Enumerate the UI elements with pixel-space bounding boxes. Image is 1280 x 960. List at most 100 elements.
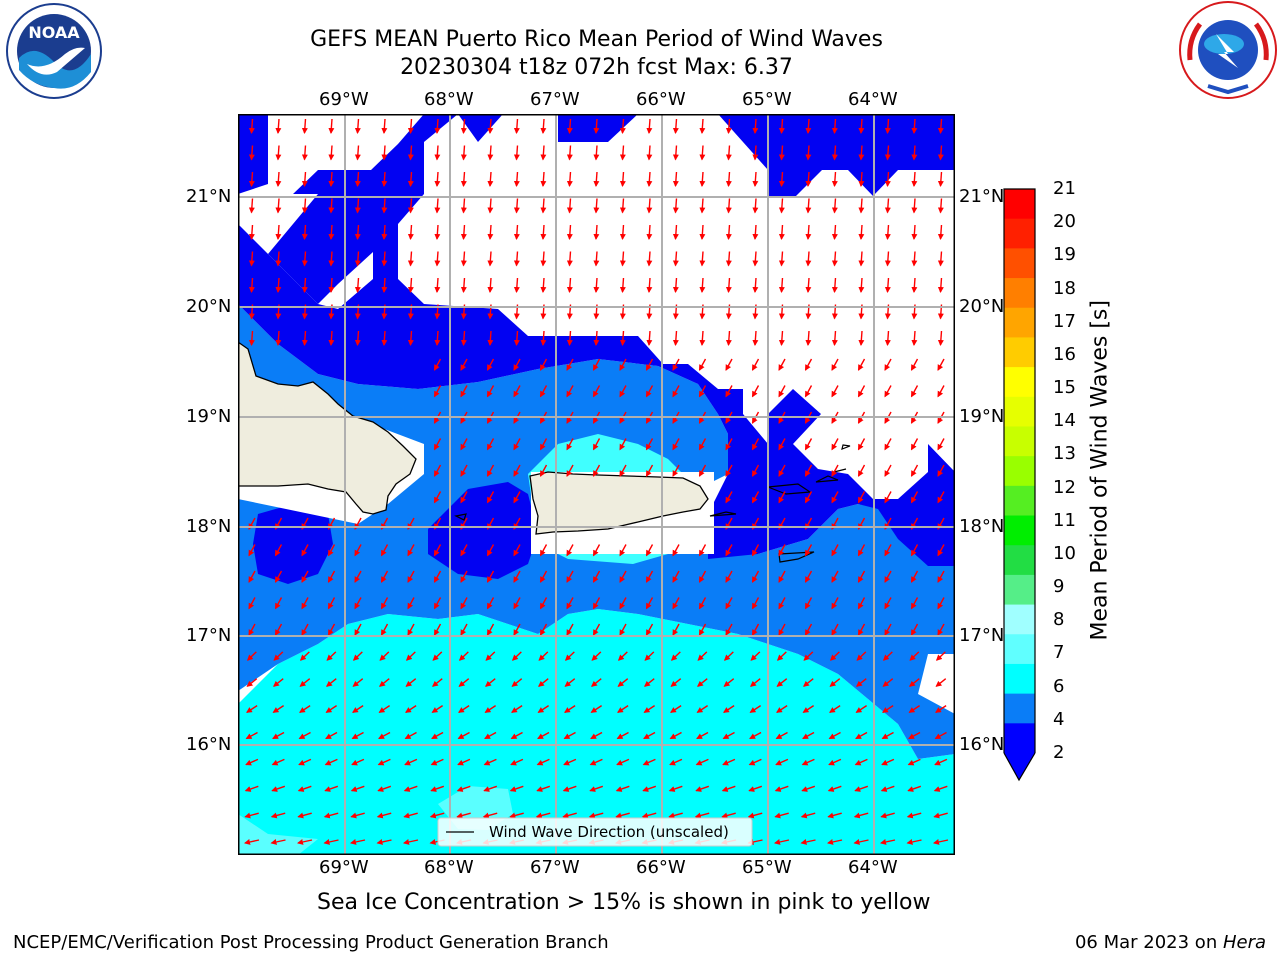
wind-arrow bbox=[933, 812, 948, 819]
wind-arrow bbox=[592, 623, 601, 636]
wind-arrow bbox=[301, 171, 308, 187]
lon-label-bottom-67: 67°W bbox=[530, 857, 580, 878]
wind-arrow bbox=[325, 705, 338, 713]
wind-arrow bbox=[431, 705, 444, 713]
wind-arrow bbox=[433, 570, 442, 583]
wind-arrow bbox=[486, 491, 495, 504]
wind-arrow bbox=[566, 118, 573, 134]
wind-arrow bbox=[748, 785, 763, 792]
wind-arrow bbox=[882, 678, 894, 687]
wind-arrow bbox=[246, 651, 257, 661]
wind-arrow bbox=[937, 277, 944, 293]
wind-arrow bbox=[301, 597, 309, 610]
wind-arrow bbox=[725, 385, 733, 398]
wind-arrow bbox=[301, 251, 308, 267]
colorbar-tick-label: 15 bbox=[1053, 377, 1076, 399]
wind-arrow bbox=[778, 277, 785, 293]
wind-arrow bbox=[590, 678, 602, 687]
wind-arrow bbox=[433, 438, 442, 451]
wind-arrow bbox=[646, 330, 653, 346]
wind-arrow bbox=[298, 731, 311, 740]
wind-arrow bbox=[750, 651, 761, 661]
wind-arrow bbox=[483, 785, 498, 792]
wind-arrow bbox=[487, 171, 494, 187]
wind-arrow bbox=[774, 812, 789, 819]
wind-arrow bbox=[378, 705, 391, 713]
wind-arrow bbox=[377, 758, 391, 766]
noaa-logo-text: NOAA bbox=[28, 23, 80, 42]
wind-arrow bbox=[431, 678, 443, 687]
lon-label-bottom-65: 65°W bbox=[742, 857, 792, 878]
wind-arrow bbox=[619, 464, 627, 477]
wind-arrow bbox=[487, 145, 494, 161]
wind-arrow bbox=[778, 118, 785, 134]
noaa-logo: NOAA bbox=[6, 3, 102, 99]
wind-arrow bbox=[884, 544, 892, 557]
wind-arrow bbox=[485, 651, 496, 661]
colorbar-tick-label: 13 bbox=[1053, 443, 1076, 465]
wind-arrow bbox=[513, 198, 520, 214]
colorbar-cell bbox=[1004, 218, 1035, 249]
wind-arrow bbox=[566, 330, 573, 346]
wind-arrow bbox=[619, 544, 627, 557]
wind-arrow bbox=[323, 839, 339, 845]
wind-arrow bbox=[381, 330, 388, 346]
colorbar-cell bbox=[1004, 307, 1035, 338]
period-under-2-blue-area-main bbox=[238, 224, 955, 566]
wind-arrow bbox=[460, 358, 468, 371]
wind-arrow bbox=[407, 251, 414, 267]
wind-arrow bbox=[884, 198, 891, 214]
wind-arrow bbox=[592, 544, 601, 557]
wind-arrow bbox=[937, 385, 945, 398]
colorbar-cell bbox=[1004, 426, 1035, 457]
wind-arrow bbox=[484, 705, 497, 713]
wind-arrow bbox=[407, 145, 414, 161]
wind-arrow bbox=[482, 812, 498, 819]
wind-arrow bbox=[831, 358, 839, 371]
wind-arrow bbox=[592, 464, 601, 477]
wind-arrow bbox=[672, 330, 679, 346]
wind-arrow bbox=[540, 118, 547, 134]
wind-arrow bbox=[698, 544, 707, 557]
wind-arrow bbox=[646, 277, 653, 293]
wind-arrow bbox=[695, 785, 710, 792]
colorbar-cell bbox=[1004, 634, 1035, 665]
wind-arrow bbox=[354, 597, 362, 610]
wind-arrow bbox=[831, 198, 838, 214]
wind-arrow bbox=[270, 812, 286, 819]
wind-arrow bbox=[407, 330, 414, 346]
wind-arrow bbox=[831, 224, 838, 240]
wind-arrow bbox=[381, 171, 388, 187]
wind-arrow bbox=[911, 118, 918, 134]
wind-arrow bbox=[804, 597, 813, 610]
wind-arrow bbox=[248, 171, 255, 187]
wind-arrow bbox=[858, 224, 865, 240]
wind-arrow bbox=[751, 544, 760, 557]
wind-arrow bbox=[566, 358, 574, 371]
wind-arrow bbox=[646, 251, 653, 267]
wind-arrow bbox=[566, 145, 573, 161]
wind-arrow bbox=[592, 358, 601, 371]
colorbar-tick-label: 21 bbox=[1053, 178, 1076, 199]
wind-arrow bbox=[350, 812, 365, 819]
wind-arrow bbox=[405, 705, 417, 713]
wind-arrow bbox=[592, 570, 601, 583]
wind-arrow bbox=[248, 224, 255, 240]
wind-arrow bbox=[328, 171, 335, 187]
wind-arrow bbox=[937, 597, 945, 610]
colorbar-cell bbox=[1004, 396, 1035, 427]
wind-arrow bbox=[509, 785, 524, 792]
wind-arrow bbox=[725, 277, 732, 293]
wind-arrow bbox=[908, 705, 921, 713]
wind-arrow bbox=[643, 678, 655, 687]
colorbar-tick-label: 4 bbox=[1053, 708, 1065, 730]
wind-arrow bbox=[778, 491, 786, 504]
wind-arrow bbox=[381, 277, 388, 293]
wind-arrow bbox=[617, 678, 629, 687]
wind-arrow bbox=[619, 623, 627, 636]
wind-arrow bbox=[911, 171, 918, 187]
wind-arrow bbox=[749, 705, 762, 713]
wind-arrow bbox=[460, 385, 468, 398]
wind-arrow bbox=[537, 678, 549, 687]
wind-arrow bbox=[275, 145, 282, 161]
